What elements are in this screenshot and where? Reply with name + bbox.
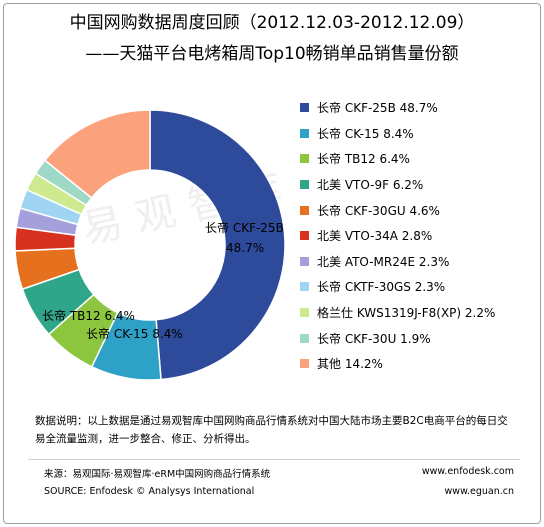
legend-item-7: 北美 ATO-MR24E 2.3% bbox=[300, 249, 536, 275]
legend-label-10: 长帝 CKF-30U 1.9% bbox=[317, 331, 431, 346]
legend-item-10: 长帝 CKF-30U 1.9% bbox=[300, 325, 536, 351]
legend-item-4: 北美 VTO-9F 6.2% bbox=[300, 172, 536, 198]
data-label-2: 长帝 CK-15 8.4% bbox=[86, 326, 183, 341]
site-enfodesk[interactable]: www.enfodesk.com bbox=[421, 466, 514, 477]
data-note: 数据说明：以上数据是通过易观智库中国网购商品行情系统对中国大陆市场主要B2C电商… bbox=[35, 415, 508, 445]
legend-item-2: 长帝 CK-15 8.4% bbox=[300, 121, 536, 147]
chart-legend: 长帝 CKF-25B 48.7% 长帝 CK-15 8.4% 长帝 TB12 6.4… bbox=[300, 95, 536, 377]
slice-1 bbox=[149, 109, 286, 381]
legend-swatch-11 bbox=[300, 359, 309, 369]
legend-label-2: 长帝 CK-15 8.4% bbox=[317, 126, 414, 141]
chart-subtitle: ——天猫平台电烤箱周Top10畅销单品销售量份额 bbox=[85, 44, 459, 64]
source-cn: 来源：易观国际·易观智库·eRM中国网购商品行情系统 bbox=[44, 469, 271, 480]
legend-item-3: 长帝 TB12 6.4% bbox=[300, 146, 536, 172]
data-label-3: 长帝 TB12 6.4% bbox=[42, 308, 135, 323]
legend-label-3: 长帝 TB12 6.4% bbox=[317, 152, 410, 167]
slice-11 bbox=[43, 109, 151, 199]
legend-swatch-7 bbox=[300, 256, 309, 266]
chart-title: 中国网购数据周度回顾（2012.12.03-2012.12.09） bbox=[69, 13, 475, 33]
footer-divider bbox=[28, 459, 520, 460]
data-label-value-1: 48.7% bbox=[226, 241, 264, 255]
data-label-name-1: 长帝 CKF-25B bbox=[205, 220, 284, 235]
legend-item-6: 北美 VTO-34A 2.8% bbox=[300, 223, 536, 249]
legend-swatch-3 bbox=[300, 154, 309, 164]
source-en: SOURCE: Enfodesk © Analysys Internationa… bbox=[44, 486, 255, 497]
legend-label-7: 北美 ATO-MR24E 2.3% bbox=[317, 254, 450, 269]
legend-label-6: 北美 VTO-34A 2.8% bbox=[317, 229, 433, 244]
legend-label-9: 格兰仕 KWS1319J-F8(XP) 2.2% bbox=[317, 306, 496, 321]
legend-swatch-9 bbox=[300, 308, 309, 318]
legend-label-4: 北美 VTO-9F 6.2% bbox=[317, 178, 424, 193]
legend-swatch-5 bbox=[300, 205, 309, 215]
legend-swatch-4 bbox=[300, 180, 309, 190]
legend-label-8: 长帝 CKTF-30GS 2.3% bbox=[317, 280, 446, 295]
legend-swatch-6 bbox=[300, 231, 309, 241]
legend-label-1: 长帝 CKF-25B 48.7% bbox=[317, 101, 438, 116]
legend-swatch-8 bbox=[300, 282, 309, 292]
legend-item-1: 长帝 CKF-25B 48.7% bbox=[300, 95, 536, 121]
legend-swatch-10 bbox=[300, 333, 309, 343]
legend-label-11: 其他 14.2% bbox=[317, 357, 383, 372]
legend-item-8: 长帝 CKTF-30GS 2.3% bbox=[300, 274, 536, 300]
legend-swatch-2 bbox=[300, 128, 309, 138]
legend-item-9: 格兰仕 KWS1319J-F8(XP) 2.2% bbox=[300, 300, 536, 326]
legend-item-11: 其他 14.2% bbox=[300, 351, 536, 377]
legend-swatch-1 bbox=[300, 103, 309, 113]
site-eguan[interactable]: www.eguan.cn bbox=[444, 486, 514, 497]
legend-label-5: 长帝 CKF-30GU 4.6% bbox=[317, 203, 440, 218]
legend-item-5: 长帝 CKF-30GU 4.6% bbox=[300, 197, 536, 223]
